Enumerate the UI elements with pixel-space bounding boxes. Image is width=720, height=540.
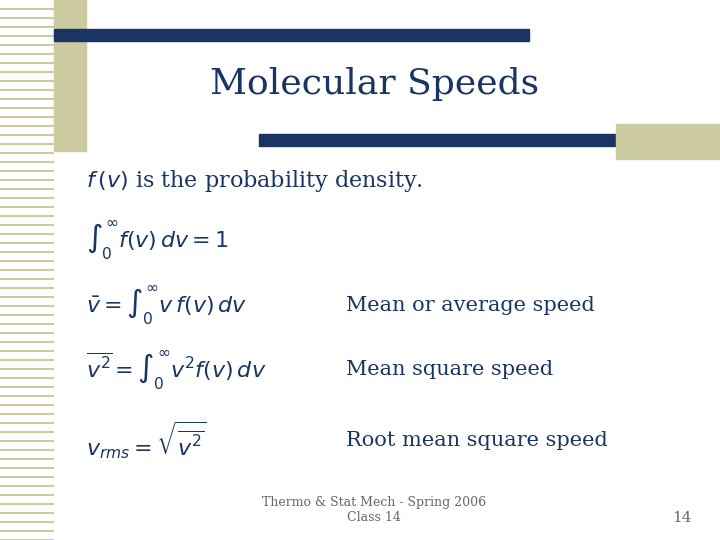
Text: Molecular Speeds: Molecular Speeds xyxy=(210,67,539,100)
Text: $\int_0^{\infty} f(v)\,dv = 1$: $\int_0^{\infty} f(v)\,dv = 1$ xyxy=(86,219,230,262)
Text: $\bar{v} = \int_0^{\infty} v\,f(v)\,dv$: $\bar{v} = \int_0^{\infty} v\,f(v)\,dv$ xyxy=(86,284,248,327)
Text: $v_{rms} = \sqrt{\overline{v^2}}$: $v_{rms} = \sqrt{\overline{v^2}}$ xyxy=(86,419,207,461)
Text: 14: 14 xyxy=(672,511,691,525)
Text: $\overline{v^2} = \int_0^{\infty} v^2 f(v)\,dv$: $\overline{v^2} = \int_0^{\infty} v^2 f(… xyxy=(86,348,267,392)
Text: Mean or average speed: Mean or average speed xyxy=(346,295,594,315)
Text: Mean square speed: Mean square speed xyxy=(346,360,553,380)
Bar xyxy=(54,0,86,151)
Text: $f\,(v)$ is the probability density.: $f\,(v)$ is the probability density. xyxy=(86,168,423,194)
Text: Thermo & Stat Mech - Spring 2006
Class 14: Thermo & Stat Mech - Spring 2006 Class 1… xyxy=(262,496,487,524)
Bar xyxy=(259,134,720,146)
Bar xyxy=(54,29,529,40)
Text: Root mean square speed: Root mean square speed xyxy=(346,430,608,450)
Bar xyxy=(616,124,720,159)
